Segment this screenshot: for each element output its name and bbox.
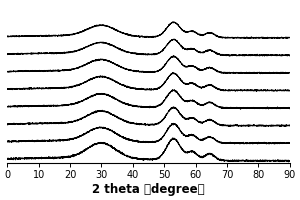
X-axis label: 2 theta （degree）: 2 theta （degree） [92, 183, 205, 196]
